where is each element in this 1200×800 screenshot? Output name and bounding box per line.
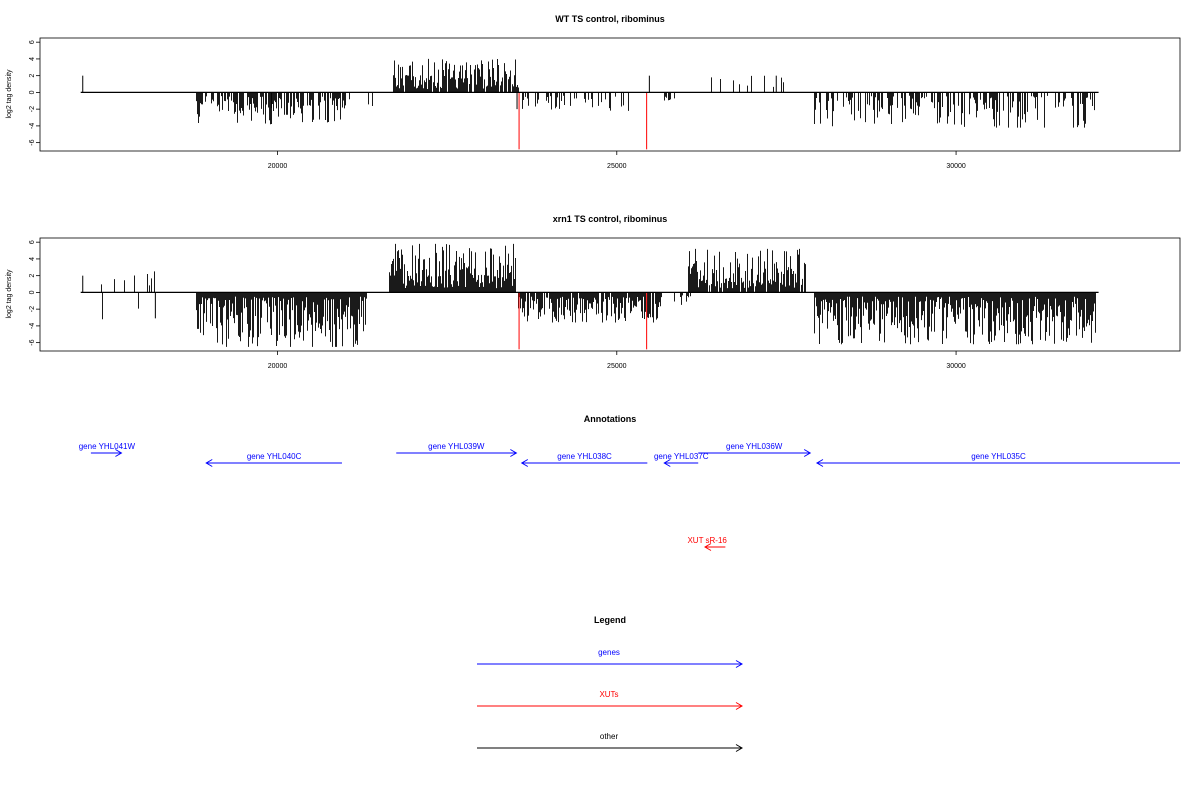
x-tick-label: 30000 xyxy=(946,163,966,170)
feature-arrowhead xyxy=(815,459,824,467)
x-tick-label: 25000 xyxy=(607,163,627,170)
feature-arrowhead xyxy=(205,459,213,467)
panel-title: WT TS control, ribominus xyxy=(555,14,665,24)
annotations-title: Annotations xyxy=(584,414,637,424)
feature-label: gene YHL038C xyxy=(557,452,612,461)
legend-label: genes xyxy=(598,648,620,657)
y-axis: -6 -4 -2 0 2 4 6 xyxy=(29,40,40,146)
feature-arrowhead xyxy=(510,449,518,457)
y-tick-label: 2 xyxy=(29,74,36,78)
y-tick-label: 6 xyxy=(29,40,36,44)
y-axis-label: log2 tag density xyxy=(6,269,13,319)
feature-label: gene YHL035C xyxy=(971,452,1026,461)
x-tick-label: 20000 xyxy=(268,363,288,370)
feature-label: gene YHL039W xyxy=(428,442,485,451)
y-axis-label: log2 tag density xyxy=(6,69,13,119)
legend-label: XUTs xyxy=(599,690,618,699)
feature-label: gene YHL036W xyxy=(726,442,783,451)
plot-frame xyxy=(39,237,1181,352)
legend-label: other xyxy=(600,732,619,741)
y-tick-label: -4 xyxy=(29,323,36,329)
feature-label: XUT sR-16 xyxy=(687,536,727,545)
legend-arrowhead xyxy=(735,660,743,668)
y-tick-label: -2 xyxy=(29,106,36,112)
xrn1-coverage-panel: xrn1 TS control, ribominus log2 tag dens… xyxy=(6,214,1181,370)
y-tick-label: -4 xyxy=(29,123,36,129)
legend-title: Legend xyxy=(594,615,626,625)
y-tick-label: 4 xyxy=(29,257,36,261)
y-tick-label: -6 xyxy=(29,339,36,345)
feature-arrowhead xyxy=(663,459,671,467)
coverage-bars xyxy=(80,243,1099,350)
x-tick-label: 20000 xyxy=(268,163,288,170)
plot-frame xyxy=(39,37,1181,152)
x-axis: 20000 25000 30000 xyxy=(268,151,966,170)
feature-label: gene YHL041W xyxy=(79,442,136,451)
y-tick-label: 4 xyxy=(29,57,36,61)
feature-arrows: gene YHL041W gene YHL040C gene YHL039W gene… xyxy=(79,442,1180,551)
feature-label: gene YHL037C xyxy=(654,452,709,461)
feature-label: gene YHL040C xyxy=(247,452,302,461)
x-axis: 20000 25000 30000 xyxy=(268,351,966,370)
coverage-bars xyxy=(80,58,1099,150)
y-tick-label: 2 xyxy=(29,274,36,278)
feature-arrowhead xyxy=(704,543,712,551)
y-tick-label: 0 xyxy=(29,90,36,94)
legend: Legend genes XUTs other xyxy=(477,615,743,752)
feature-arrowhead xyxy=(803,449,812,457)
wt-coverage-panel: WT TS control, ribominus log2 tag densit… xyxy=(6,14,1181,170)
panel-title: xrn1 TS control, ribominus xyxy=(553,214,668,224)
legend-arrowhead xyxy=(735,702,743,710)
feature-arrowhead xyxy=(520,459,529,467)
y-tick-label: -2 xyxy=(29,306,36,312)
x-tick-label: 30000 xyxy=(946,363,966,370)
legend-arrowhead xyxy=(735,744,743,752)
legend-items: genes XUTs other xyxy=(477,648,743,752)
y-axis: -6 -4 -2 0 2 4 6 xyxy=(29,240,40,346)
y-tick-label: 0 xyxy=(29,290,36,294)
y-tick-label: 6 xyxy=(29,240,36,244)
x-tick-label: 25000 xyxy=(607,363,627,370)
y-tick-label: -6 xyxy=(29,139,36,145)
feature-arrowhead xyxy=(115,449,123,457)
